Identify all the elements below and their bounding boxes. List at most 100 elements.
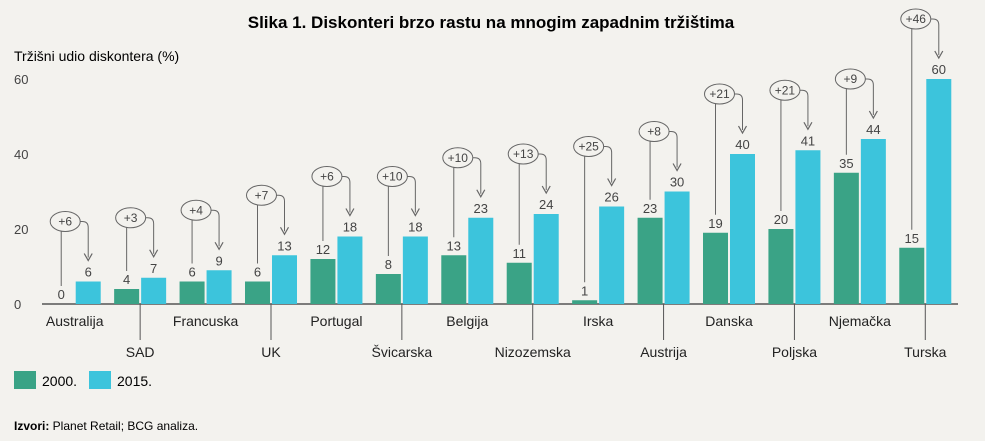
change-arrow-icon [345,208,355,217]
bar-2015 [730,154,755,304]
chart-title: Slika 1. Diskonteri brzo rastu na mnogim… [248,13,735,32]
bar-2015 [75,281,101,304]
change-arrow-icon [868,110,878,120]
change-arrow-icon [737,125,748,135]
change-arrow-icon [803,121,813,131]
y-tick-label: 0 [14,297,21,312]
category-label: Nizozemska [495,344,571,360]
bar-2000 [245,281,270,304]
value-label-2015: 7 [150,261,157,276]
category-label: Irska [583,313,614,329]
value-label-2000: 23 [643,201,657,216]
category-label: Danska [705,313,753,329]
value-label-2000: 19 [708,216,722,231]
value-label-2000: 13 [447,238,461,253]
source-note: Izvori: Planet Retail; BCG analiza. [14,419,198,433]
change-badge [115,207,147,229]
change-label: +46 [906,12,927,26]
value-label-2015: 9 [215,253,222,268]
bar-2000 [637,217,663,304]
category-label: Francuska [173,313,239,329]
category-label: Portugal [310,313,362,329]
bar-2015 [926,79,952,304]
change-badge [834,68,866,90]
change-arrow-icon [83,253,93,262]
bar-2000 [703,232,728,304]
change-badge [704,83,735,105]
change-label: +21 [775,83,796,97]
change-label: +13 [513,147,534,161]
change-badge [573,136,605,157]
bar-2000 [833,172,859,304]
change-label: +6 [58,215,72,229]
value-label-2000: 8 [385,257,392,272]
change-arrow-icon [541,185,551,195]
category-label: Njemačka [829,313,891,329]
source-text: Planet Retail; BCG analiza. [49,419,198,433]
bar-2015 [402,236,428,304]
bar-2015 [860,139,886,304]
change-badge [507,143,539,165]
bar-2015 [272,255,297,304]
value-label-2015: 44 [866,122,880,137]
bar-2015 [141,277,167,304]
y-axis-label: Tržišni udio diskontera (%) [14,48,179,64]
value-label-2015: 40 [735,137,749,152]
value-label-2000: 0 [58,287,65,302]
y-tick-label: 20 [14,222,28,237]
bar-2000 [179,281,205,304]
value-label-2015: 23 [474,201,488,216]
value-label-2000: 1 [581,283,588,298]
plot-area: 0 20 40 60 0 6 +6 Australija 4 7 +3 SAD 6 9 +4 Francusk… [14,8,958,360]
value-label-2000: 12 [316,242,330,257]
y-tick-label: 40 [14,147,28,162]
value-label-2015: 60 [932,62,946,77]
change-arrow-icon [672,163,682,172]
change-label: +21 [709,87,730,101]
bar-2015 [599,206,625,304]
bar-2015 [533,214,559,304]
change-label: +3 [124,211,138,225]
bar-2000 [310,259,336,304]
change-label: +9 [844,72,858,86]
change-arrow-icon [410,208,420,217]
value-label-2015: 24 [539,197,553,212]
change-badge [769,79,801,101]
bar-2000 [114,289,140,304]
value-label-2000: 35 [839,156,853,171]
value-label-2015: 6 [85,265,92,280]
change-arrow-icon [934,50,944,60]
change-badge [442,147,474,169]
value-label-2000: 20 [774,212,788,227]
bar-2000 [768,229,794,304]
category-label: UK [261,344,281,360]
change-label: +6 [320,170,334,184]
category-label: Austrija [640,344,687,360]
change-badge [311,166,343,187]
value-label-2000: 4 [123,272,130,287]
category-label: Belgija [446,313,488,329]
change-arrow-icon [214,241,224,251]
change-badge [376,166,408,187]
change-arrow-icon [279,226,290,236]
value-label-2015: 18 [343,220,357,235]
bar-2000 [375,274,401,304]
bar-2015 [337,236,363,304]
category-label: SAD [126,344,155,360]
value-label-2000: 6 [188,265,195,280]
category-label: Poljska [772,344,817,360]
change-badge [900,8,932,30]
value-label-2000: 11 [512,246,526,261]
bar-2015 [206,270,232,304]
category-label: Australija [46,313,104,329]
change-label: +7 [255,188,269,202]
change-label: +10 [382,170,403,184]
bar-2015 [795,150,821,304]
change-label: +10 [448,151,469,165]
legend: 2000. 2015. [14,371,152,389]
value-label-2000: 15 [905,231,919,246]
bar-2000 [441,255,467,304]
change-arrow-icon [476,189,486,198]
bar-2015 [664,191,690,304]
legend-label-2015: 2015. [117,373,152,389]
